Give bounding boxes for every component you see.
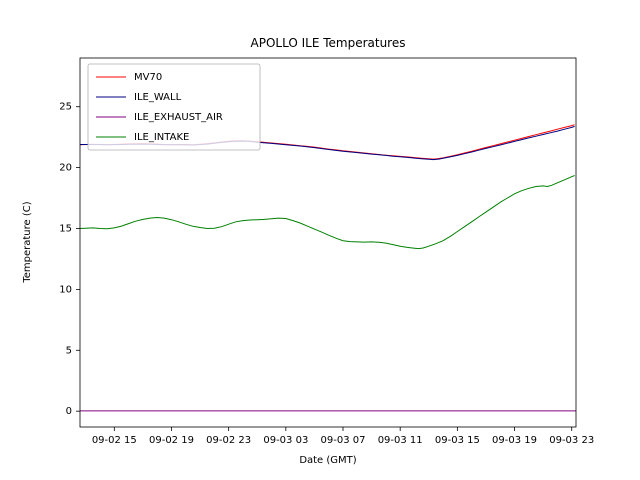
x-tick-label: 09-02 19 — [149, 435, 194, 446]
x-tick-label: 09-03 11 — [378, 435, 423, 446]
series-line-ILE_INTAKE — [80, 175, 575, 250]
legend-label-ILE_EXHAUST_AIR: ILE_EXHAUST_AIR — [134, 112, 223, 123]
chart-title: APOLLO ILE Temperatures — [251, 36, 406, 50]
y-tick-label: 15 — [59, 223, 72, 234]
y-tick-label: 5 — [66, 345, 72, 356]
x-axis-label: Date (GMT) — [299, 455, 356, 466]
y-tick-label: 25 — [59, 102, 72, 113]
legend-box — [87, 63, 261, 151]
legend-label-ILE_WALL: ILE_WALL — [134, 92, 182, 103]
plot-area: 0 5 10 15 20 25 09-02 15 09-02 19 09-02 23 09-03 … — [59, 57, 594, 446]
legend-label-MV70: MV70 — [134, 72, 162, 83]
x-tick-label: 09-03 19 — [492, 435, 537, 446]
x-tick-label: 09-02 23 — [206, 435, 251, 446]
y-tick-label: 0 — [66, 406, 72, 417]
axes-frame — [79, 57, 577, 428]
y-axis-label: Temperature (C) — [22, 201, 33, 283]
legend-label-ILE_INTAKE: ILE_INTAKE — [134, 132, 189, 143]
x-tick-label: 09-03 23 — [549, 435, 594, 446]
x-tick-label: 09-03 07 — [321, 435, 366, 446]
series-lines — [80, 124, 576, 412]
legend: MV70 ILE_WALL ILE_EXHAUST_AIR ILE_INTAKE — [87, 63, 261, 151]
x-tick-label: 09-03 15 — [435, 435, 480, 446]
x-tick-label: 09-03 03 — [263, 435, 308, 446]
x-tick-label: 09-02 15 — [92, 435, 137, 446]
y-tick-label: 10 — [59, 284, 72, 295]
y-tick-label: 20 — [59, 163, 72, 174]
